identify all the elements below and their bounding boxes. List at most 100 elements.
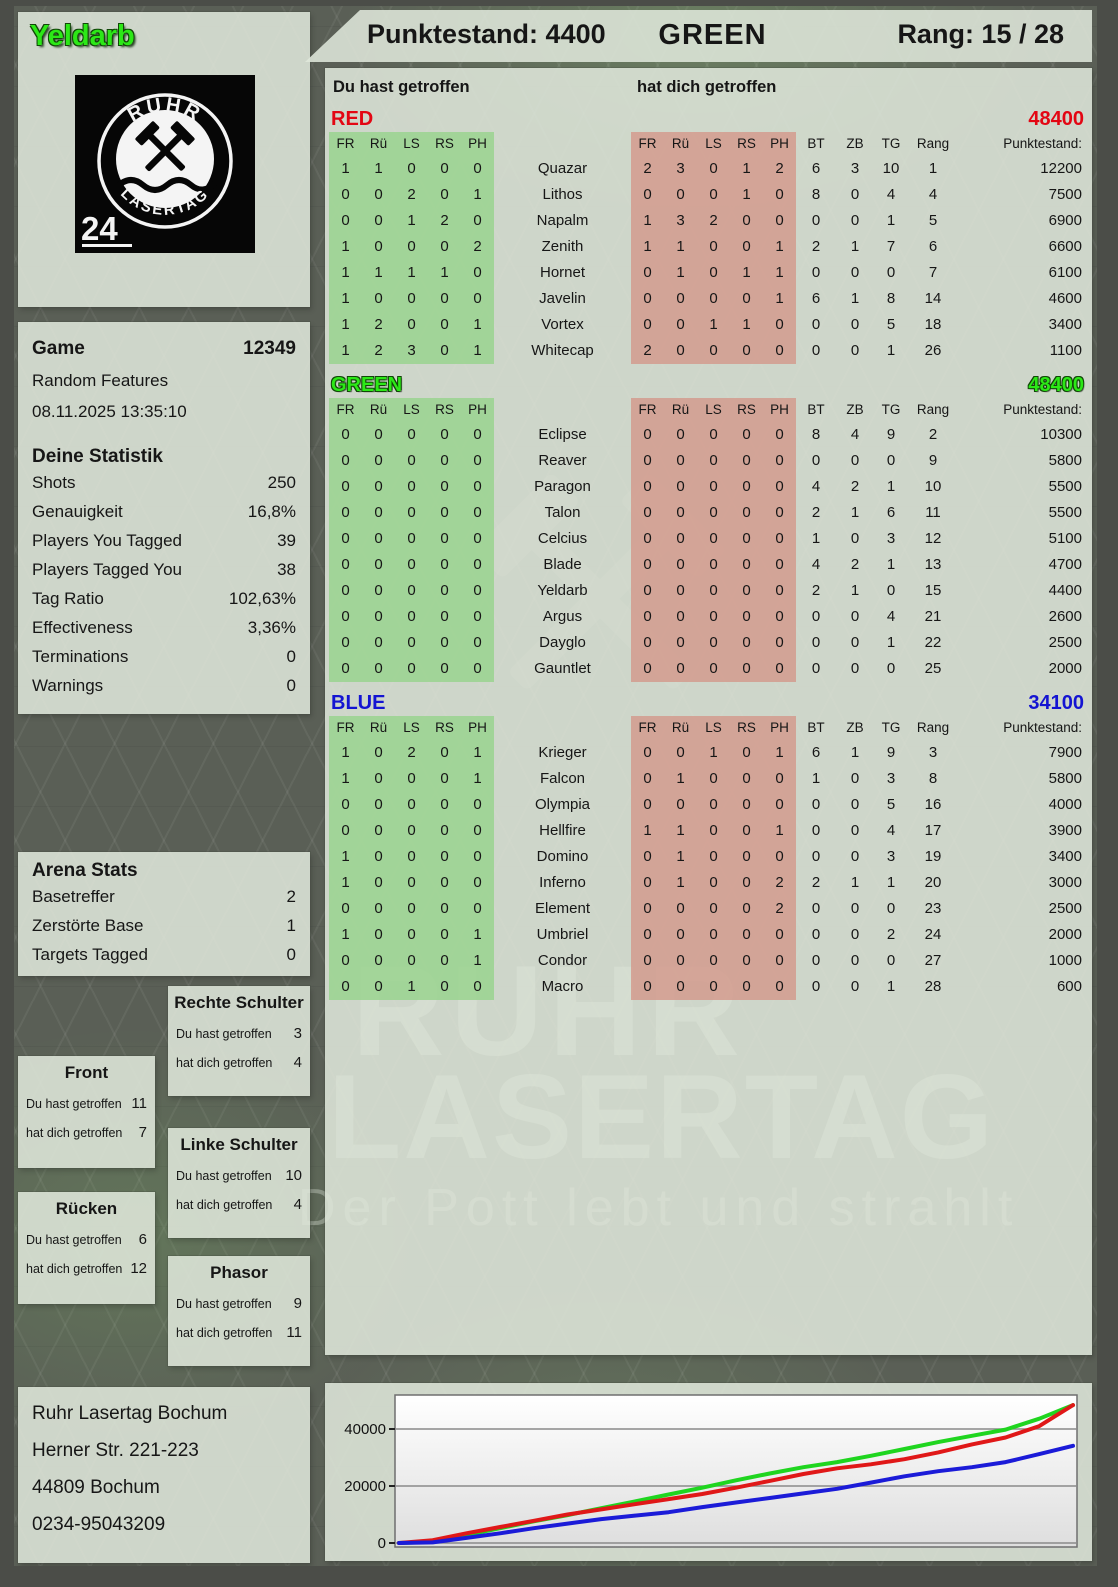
you-hit-cell: 0 bbox=[362, 448, 395, 474]
col-header-punktestand: Punktestand: bbox=[1003, 720, 1082, 735]
column-header-row: FR Rü LS RS PH FR Rü LS RS PH BT ZB TG Rang Punktestan… bbox=[329, 716, 1088, 740]
player-name-cell: Yeldarb bbox=[537, 582, 588, 599]
score-chart-panel: 0 20000 40000 bbox=[325, 1383, 1092, 1561]
bt-cell: 0 bbox=[811, 264, 821, 281]
hit-you-cell: 1 bbox=[763, 234, 796, 260]
bt-cell: 0 bbox=[811, 822, 821, 839]
player-stat-row: Players Tagged You 38 bbox=[32, 555, 296, 584]
you-hit-cell: 0 bbox=[428, 448, 461, 474]
tg-cell: 0 bbox=[886, 582, 896, 599]
hit-you-cell: 0 bbox=[763, 578, 796, 604]
hit-you-value: 4 bbox=[293, 1196, 302, 1213]
player-name-cell: Macro bbox=[541, 978, 584, 995]
hit-you-cell: 0 bbox=[631, 630, 664, 656]
score-cell: 6600 bbox=[1048, 238, 1082, 255]
you-hit-cell: 0 bbox=[428, 604, 461, 630]
score-cell: 12200 bbox=[1040, 160, 1082, 177]
player-name-cell: Argus bbox=[542, 608, 583, 625]
rank-cell: 14 bbox=[924, 290, 942, 307]
bt-cell: 0 bbox=[811, 952, 821, 969]
player-name: Yeldarb bbox=[30, 20, 135, 52]
player-name-cell: Napalm bbox=[536, 212, 589, 229]
team-section-green: GREEN 48400 FR Rü LS RS PH FR Rü LS RS PH BT ZB TG Rang… bbox=[329, 372, 1088, 682]
chart-line-red bbox=[397, 1403, 1075, 1545]
you-hit-cell: 0 bbox=[329, 500, 362, 526]
col-header-tg: TG bbox=[881, 720, 901, 735]
you-hit-cell: 0 bbox=[428, 578, 461, 604]
you-hit-cell: 1 bbox=[329, 844, 362, 870]
you-hit-cell: 0 bbox=[428, 792, 461, 818]
you-hit-cell: 0 bbox=[395, 422, 428, 448]
chart-line-blue bbox=[397, 1443, 1075, 1545]
you-hit-cell: 0 bbox=[362, 526, 395, 552]
player-name-cell: Hellfire bbox=[539, 822, 586, 839]
you-hit-label: Du hast getroffen bbox=[176, 1169, 272, 1183]
col-header-them-FR: FR bbox=[631, 398, 664, 422]
zb-cell: 0 bbox=[850, 264, 860, 281]
rank-cell: 3 bbox=[928, 744, 938, 761]
score-cell: 3400 bbox=[1048, 316, 1082, 333]
you-hit-label: Du hast getroffen bbox=[176, 1297, 272, 1311]
hit-you-cell: 0 bbox=[763, 500, 796, 526]
you-hit-cell: 1 bbox=[362, 156, 395, 182]
hit-you-cell: 0 bbox=[730, 896, 763, 922]
hit-you-label: hat dich getroffen bbox=[176, 1056, 273, 1070]
player-row: 1 1 1 1 0 Hornet 0 1 0 1 1 0 0 0 7 6100 bbox=[329, 260, 1088, 286]
you-hit-cell: 0 bbox=[395, 604, 428, 630]
bt-cell: 2 bbox=[811, 504, 821, 521]
hit-you-cell: 2 bbox=[763, 156, 796, 182]
bt-cell: 1 bbox=[811, 770, 821, 787]
rank-cell: 13 bbox=[924, 556, 942, 573]
score-cell: 2000 bbox=[1048, 660, 1082, 677]
hit-you-cell: 0 bbox=[730, 338, 763, 364]
you-hit-cell: 0 bbox=[461, 818, 494, 844]
player-name-cell: Hornet bbox=[539, 264, 586, 281]
hit-you-cell: 0 bbox=[664, 448, 697, 474]
player-row: 0 0 0 0 0 Olympia 0 0 0 0 0 0 0 5 16 4000 bbox=[329, 792, 1088, 818]
you-hit-cell: 1 bbox=[461, 922, 494, 948]
col-header-you-PH: PH bbox=[461, 716, 494, 740]
zb-cell: 0 bbox=[850, 796, 860, 813]
you-hit-cell: 0 bbox=[329, 974, 362, 1000]
you-hit-cell: 0 bbox=[395, 448, 428, 474]
you-hit-cell: 0 bbox=[329, 474, 362, 500]
player-row: 0 0 0 0 0 Talon 0 0 0 0 0 2 1 6 11 5500 bbox=[329, 500, 1088, 526]
player-stat-label: Tag Ratio bbox=[32, 589, 104, 608]
you-hit-cell: 2 bbox=[362, 338, 395, 364]
you-hit-cell: 1 bbox=[461, 766, 494, 792]
you-hit-cell: 0 bbox=[428, 870, 461, 896]
player-stat-value: 38 bbox=[277, 560, 296, 579]
you-hit-cell: 0 bbox=[362, 578, 395, 604]
arena-stat-row: Basetreffer 2 bbox=[32, 882, 296, 911]
you-hit-cell: 0 bbox=[428, 974, 461, 1000]
you-hit-cell: 0 bbox=[428, 286, 461, 312]
you-hit-cell: 0 bbox=[428, 844, 461, 870]
col-header-them-FR: FR bbox=[631, 716, 664, 740]
club-logo: RUHR LASERTAG 24 bbox=[75, 75, 255, 253]
rank-cell: 7 bbox=[928, 264, 938, 281]
you-hit-cell: 0 bbox=[461, 260, 494, 286]
score-cell: 4000 bbox=[1048, 796, 1082, 813]
col-header-name bbox=[494, 716, 631, 740]
rank-display: Rang: 15 / 28 bbox=[897, 19, 1064, 49]
rank-cell: 9 bbox=[928, 452, 938, 469]
you-hit-cell: 0 bbox=[428, 656, 461, 682]
you-hit-cell: 0 bbox=[461, 208, 494, 234]
hit-you-cell: 0 bbox=[730, 870, 763, 896]
zb-cell: 0 bbox=[850, 342, 860, 359]
tg-cell: 9 bbox=[886, 744, 896, 761]
team-header: GREEN 48400 bbox=[329, 372, 1088, 398]
player-stat-row: Terminations 0 bbox=[32, 642, 296, 671]
game-mode: Random Features bbox=[32, 371, 169, 390]
player-name-cell: Domino bbox=[536, 848, 589, 865]
team-total-score: 34100 bbox=[1028, 692, 1084, 714]
you-hit-value: 11 bbox=[131, 1095, 147, 1112]
team-name: RED bbox=[331, 108, 374, 130]
hit-you-cell: 0 bbox=[631, 896, 664, 922]
hit-you-cell: 0 bbox=[730, 500, 763, 526]
you-hit-cell: 0 bbox=[329, 896, 362, 922]
hit-you-cell: 0 bbox=[631, 552, 664, 578]
you-hit-cell: 1 bbox=[329, 922, 362, 948]
you-hit-cell: 0 bbox=[362, 656, 395, 682]
player-name-cell: Zenith bbox=[541, 238, 584, 255]
